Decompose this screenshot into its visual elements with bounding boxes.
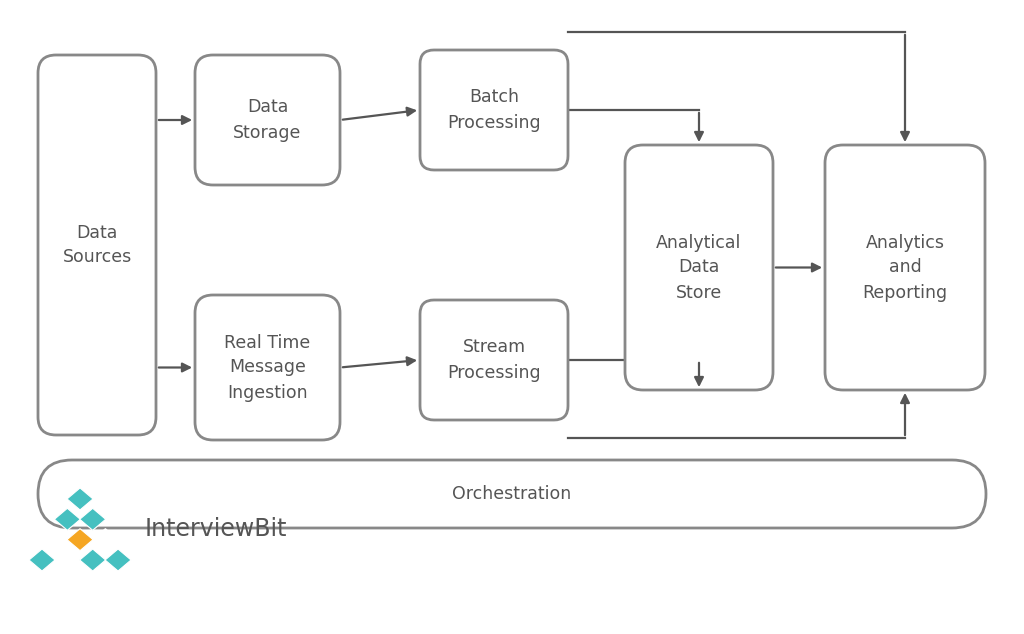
FancyBboxPatch shape [625, 145, 773, 390]
Polygon shape [42, 529, 68, 551]
FancyBboxPatch shape [420, 50, 568, 170]
Polygon shape [92, 529, 119, 551]
Polygon shape [67, 488, 93, 510]
Text: InterviewBit: InterviewBit [145, 517, 288, 541]
FancyBboxPatch shape [38, 55, 156, 435]
Polygon shape [29, 549, 55, 571]
Polygon shape [54, 549, 80, 571]
Polygon shape [80, 508, 105, 530]
FancyBboxPatch shape [195, 295, 340, 440]
Text: Data
Storage: Data Storage [233, 98, 302, 141]
FancyBboxPatch shape [420, 300, 568, 420]
Text: Orchestration: Orchestration [453, 485, 571, 503]
Polygon shape [54, 508, 80, 530]
Text: Data
Sources: Data Sources [62, 224, 132, 266]
Text: Real Time
Message
Ingestion: Real Time Message Ingestion [224, 333, 310, 401]
Text: Analytics
and
Reporting: Analytics and Reporting [862, 233, 947, 302]
Text: Batch
Processing: Batch Processing [447, 89, 541, 131]
Polygon shape [105, 549, 131, 571]
FancyBboxPatch shape [825, 145, 985, 390]
FancyBboxPatch shape [195, 55, 340, 185]
Polygon shape [67, 529, 93, 551]
Text: Stream
Processing: Stream Processing [447, 339, 541, 382]
FancyBboxPatch shape [38, 460, 986, 528]
Text: Analytical
Data
Store: Analytical Data Store [656, 233, 741, 302]
Polygon shape [80, 549, 105, 571]
